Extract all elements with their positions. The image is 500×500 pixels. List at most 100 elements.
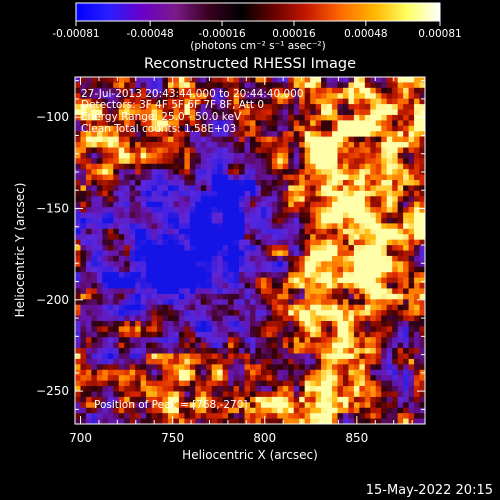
heatmap-cell <box>293 185 300 192</box>
heatmap-cell <box>178 375 185 382</box>
heatmap-cell <box>80 320 87 327</box>
heatmap-cell <box>403 212 409 219</box>
heatmap-cell <box>107 418 114 424</box>
heatmap-cell <box>337 304 344 311</box>
heatmap-cell <box>348 250 355 257</box>
heatmap-cell <box>277 418 284 424</box>
heatmap-cell <box>299 158 306 165</box>
heatmap-cell <box>337 120 344 127</box>
heatmap-cell <box>370 131 377 138</box>
heatmap-cell <box>255 342 262 349</box>
heatmap-cell <box>129 239 136 246</box>
heatmap-cell <box>348 196 355 203</box>
heatmap-cell <box>326 380 333 387</box>
heatmap-cell <box>195 375 202 382</box>
heatmap-cell <box>113 228 120 235</box>
heatmap-cell <box>184 152 191 159</box>
heatmap-cell <box>266 299 273 306</box>
heatmap-cell <box>321 315 327 322</box>
heatmap-cell <box>381 158 388 165</box>
heatmap-cell <box>151 261 158 268</box>
heatmap-cell <box>91 315 98 322</box>
heatmap-cell <box>96 82 103 89</box>
heatmap-cell <box>233 342 240 349</box>
heatmap-cell <box>157 337 163 344</box>
heatmap-cell <box>271 272 278 279</box>
heatmap-cell <box>244 402 251 409</box>
heatmap-cell <box>386 174 393 181</box>
heatmap-cell <box>195 82 202 89</box>
heatmap-cell <box>140 174 147 181</box>
heatmap-cell <box>146 245 152 251</box>
heatmap-cell <box>348 288 355 295</box>
heatmap-cell <box>386 375 393 382</box>
heatmap-cell <box>386 391 393 398</box>
colorbar-tick-label: -0.00016 <box>198 28 246 40</box>
heatmap-cell <box>381 131 388 138</box>
heatmap-cell <box>91 364 98 371</box>
heatmap-cell <box>386 418 393 424</box>
heatmap-cell <box>96 326 103 333</box>
heatmap-cell <box>370 120 377 127</box>
heatmap-cell <box>304 304 311 311</box>
heatmap-cell <box>184 299 191 306</box>
heatmap-cell <box>167 120 174 127</box>
heatmap-cell <box>370 315 377 322</box>
heatmap-cell <box>233 407 240 414</box>
heatmap-cell <box>102 190 109 197</box>
heatmap-cell <box>403 217 409 224</box>
heatmap-cell <box>85 87 92 94</box>
heatmap-cell <box>233 255 240 262</box>
heatmap-cell <box>408 320 415 327</box>
heatmap-cell <box>107 380 114 387</box>
heatmap-cell <box>326 114 333 121</box>
heatmap-cell <box>299 125 306 132</box>
heatmap-cell <box>239 82 245 89</box>
heatmap-cell <box>178 315 185 322</box>
heatmap-cell <box>293 125 300 132</box>
heatmap-cell <box>408 391 415 398</box>
heatmap-cell <box>403 228 409 235</box>
heatmap-cell <box>403 277 409 284</box>
heatmap-cell <box>419 261 425 268</box>
heatmap-cell <box>178 239 185 246</box>
heatmap-cell <box>228 369 234 376</box>
heatmap-cell <box>217 228 224 235</box>
heatmap-cell <box>102 174 109 181</box>
heatmap-cell <box>217 223 224 230</box>
heatmap-cell <box>282 169 289 175</box>
heatmap-cell <box>217 169 224 175</box>
heatmap-cell <box>332 413 338 419</box>
heatmap-cell <box>206 190 213 197</box>
heatmap-cell <box>408 418 415 424</box>
heatmap-cell <box>233 375 240 382</box>
heatmap-cell <box>239 245 245 251</box>
heatmap-cell <box>75 348 81 354</box>
heatmap-cell <box>321 190 327 197</box>
heatmap-cell <box>414 326 420 333</box>
heatmap-cell <box>228 169 234 175</box>
heatmap-cell <box>403 174 409 181</box>
heatmap-cell <box>353 380 360 387</box>
heatmap-cell <box>321 386 327 392</box>
heatmap-cell <box>167 147 174 154</box>
heatmap-cell <box>392 136 399 143</box>
heatmap-cell <box>96 201 103 208</box>
heatmap-cell <box>332 266 338 273</box>
heatmap-cell <box>266 337 273 344</box>
heatmap-cell <box>260 180 267 186</box>
heatmap-cell <box>222 190 229 197</box>
heatmap-cell <box>75 82 81 89</box>
heatmap-cell <box>244 304 251 311</box>
heatmap-cell <box>321 93 327 100</box>
heatmap-cell <box>135 104 142 110</box>
heatmap-cell <box>299 104 306 110</box>
heatmap-cell <box>277 228 284 235</box>
heatmap-cell <box>200 185 207 192</box>
heatmap-cell <box>244 375 251 382</box>
heatmap-cell <box>288 375 295 382</box>
heatmap-cell <box>342 396 349 403</box>
heatmap-cell <box>348 169 355 175</box>
heatmap-cell <box>189 283 196 289</box>
heatmap-cell <box>299 120 306 127</box>
